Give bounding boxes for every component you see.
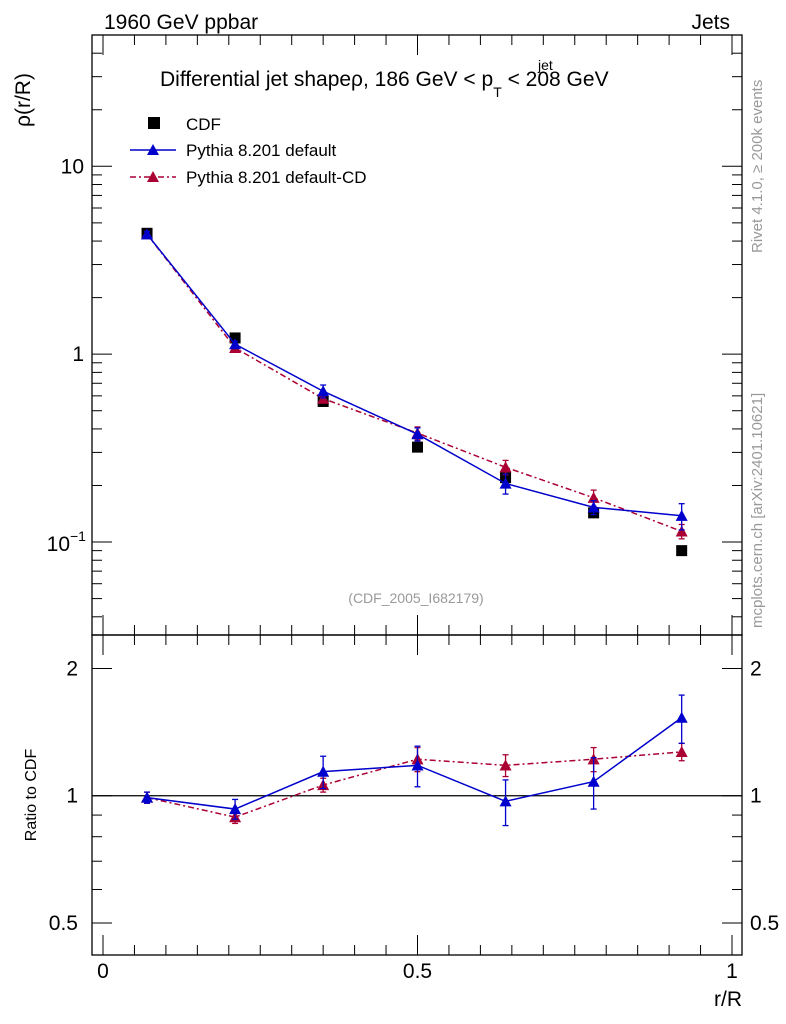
ratio-ytick-label-2-right: 2 — [750, 657, 762, 680]
xtick-label-0p5: 0.5 — [403, 960, 432, 983]
plot-title-superscript: jet — [537, 57, 553, 73]
legend-default-marker — [147, 144, 159, 155]
default-cd-point — [499, 461, 512, 473]
default-point — [229, 338, 242, 350]
default-point — [141, 228, 154, 240]
x-axis-title: r/R — [714, 988, 742, 1011]
ratio-ytick-label-0p5: 0.5 — [49, 912, 78, 935]
cdf-data-point — [676, 545, 688, 557]
analysis-id-watermark: (CDF_2005_I682179) — [348, 590, 483, 606]
ratio-default-point — [229, 803, 242, 815]
ratio-default-point — [587, 775, 600, 787]
ratio-default-point — [141, 791, 154, 803]
main-data-series — [141, 227, 688, 557]
ratio-y-axis-title: Ratio to CDF — [23, 749, 40, 842]
ratio-default-cd-point — [499, 759, 512, 771]
default-point — [411, 428, 424, 440]
legend-cdf-label: CDF — [186, 115, 221, 134]
default-point — [675, 509, 688, 521]
main-ytick-label-1: 1 — [72, 343, 84, 366]
default-point — [317, 385, 330, 397]
x-axis-ticks — [102, 35, 733, 955]
cdf-data-point — [229, 332, 241, 344]
default-line — [146, 233, 682, 517]
ratio-default-point — [675, 711, 688, 723]
ratio-default-point — [411, 759, 424, 771]
rivet-version-label: Rivet 4.1.0, ≥ 200k events — [749, 80, 766, 253]
mcplots-reference-label: mcplots.cern.ch [arXiv:2401.10621] — [749, 393, 766, 628]
main-ytick-label-0p1: 10 — [47, 533, 70, 556]
main-ytick-label-0p1-exponent: −1 — [70, 528, 86, 544]
ratio-default-cd-point — [675, 745, 688, 757]
header-energy-label: 1960 GeV ppbar — [104, 11, 258, 34]
legend-cdf-marker — [148, 117, 160, 129]
main-y-axis-title: ρ(r/R) — [12, 73, 35, 127]
ratio-default-point — [317, 765, 330, 777]
cdf-data-point — [412, 441, 423, 453]
main-ytick-label-10: 10 — [61, 155, 84, 178]
legend-default-cd-label: Pythia 8.201 default-CD — [186, 168, 367, 187]
default-point — [587, 501, 600, 513]
legend: CDF Pythia 8.201 default Pythia 8.201 de… — [130, 115, 367, 187]
ratio-panel-frame — [91, 634, 743, 956]
ratio-data-series — [141, 694, 688, 827]
default-point — [499, 477, 512, 489]
ratio-default-point — [499, 795, 512, 807]
legend-default-cd-marker — [147, 171, 159, 182]
default-cd-line — [146, 233, 682, 533]
ratio-ytick-label-1-right: 1 — [750, 785, 762, 808]
ratio-ytick-label-2: 2 — [66, 657, 78, 680]
xtick-label-0: 0 — [97, 960, 109, 983]
ratio-ytick-label-1: 1 — [66, 785, 78, 808]
legend-default-label: Pythia 8.201 default — [186, 141, 337, 160]
ratio-ytick-label-0p5-right: 0.5 — [750, 912, 779, 935]
xtick-label-1: 1 — [726, 960, 738, 983]
main-y-axis-ticks — [92, 34, 742, 618]
plot-title: Differential jet shapeρ, 186 GeV < pT < … — [160, 68, 609, 100]
default-cd-point — [675, 525, 688, 537]
header-category-label: Jets — [691, 11, 730, 34]
